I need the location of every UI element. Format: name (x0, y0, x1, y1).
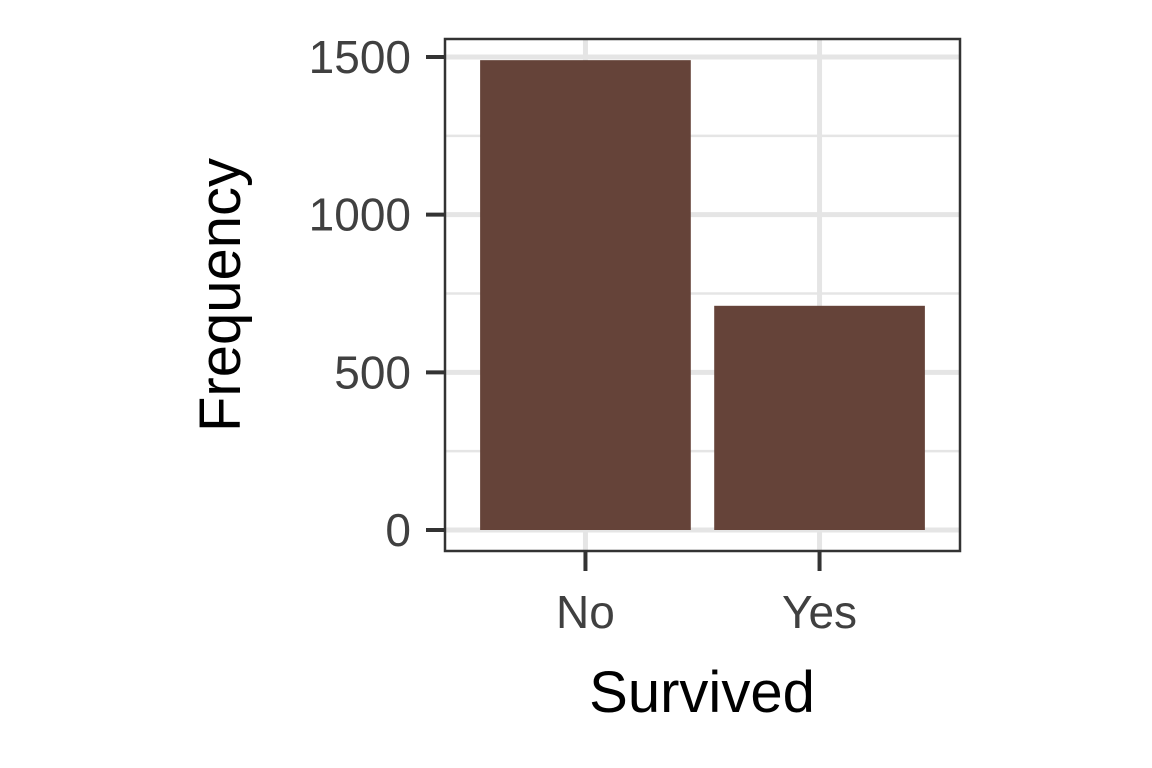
bars (480, 60, 925, 531)
bar-no (480, 60, 691, 531)
y-tick-label: 500 (334, 346, 411, 398)
x-axis-title: Survived (589, 660, 815, 725)
x-tick-label: Yes (782, 586, 857, 638)
x-tick-label: No (556, 586, 615, 638)
y-tick-label: 1000 (309, 189, 411, 241)
y-tick-label: 1500 (309, 31, 411, 83)
panel-border (443, 37, 962, 553)
x-axis: No Yes (556, 551, 857, 638)
y-axis-title: Frequency (188, 158, 253, 432)
bar-yes (714, 305, 925, 530)
y-tick-label: 0 (385, 504, 411, 556)
y-axis: 0 500 1000 1500 (309, 31, 445, 556)
